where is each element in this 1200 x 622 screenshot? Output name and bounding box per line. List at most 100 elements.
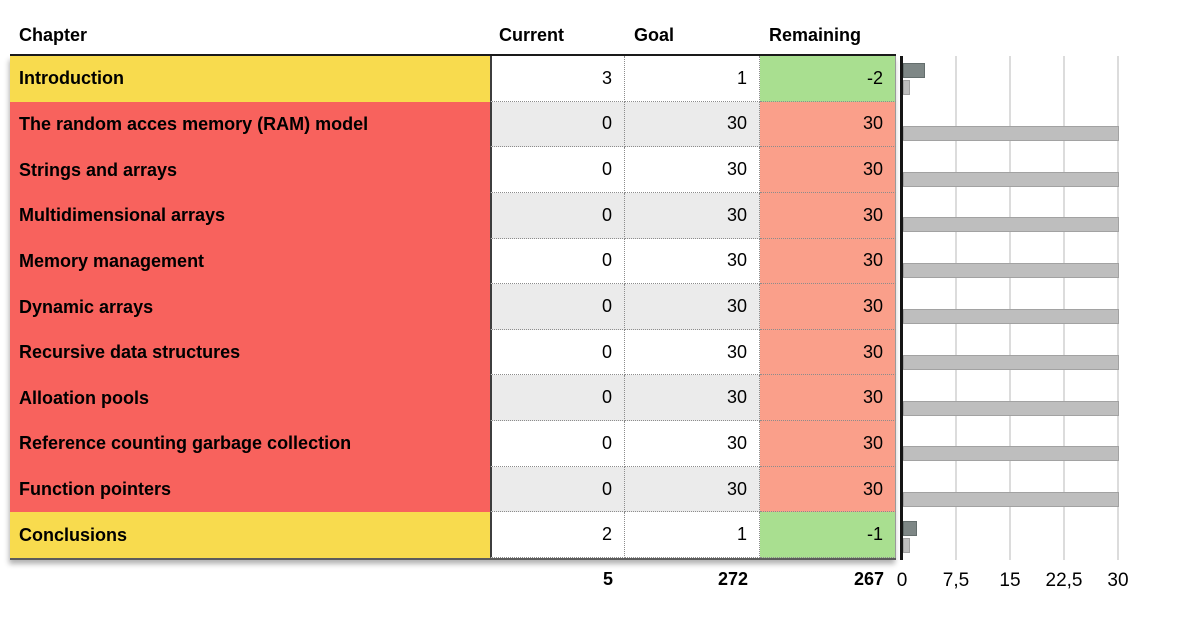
header-current[interactable]: Current bbox=[499, 25, 565, 45]
goal-cell[interactable]: 30 bbox=[625, 375, 760, 422]
remaining-cell[interactable]: 30 bbox=[760, 421, 896, 467]
table-row: Multidimensional arrays 0 30 30 bbox=[10, 192, 896, 239]
current-cell[interactable]: 0 bbox=[490, 284, 625, 330]
current-cell[interactable]: 0 bbox=[490, 375, 625, 422]
goal-cell[interactable]: 30 bbox=[625, 329, 760, 376]
remaining-cell[interactable]: 30 bbox=[760, 101, 896, 148]
chart-row-5 bbox=[903, 285, 1133, 331]
goal-bar bbox=[903, 492, 1119, 508]
current-bar bbox=[903, 521, 918, 537]
remaining-cell[interactable]: 30 bbox=[760, 284, 896, 330]
remaining-cell[interactable]: 30 bbox=[760, 192, 896, 239]
goal-cell[interactable]: 1 bbox=[625, 512, 760, 559]
chapter-cell[interactable]: The random acces memory (RAM) model bbox=[10, 101, 490, 148]
chart-x-axis-labels: 0 7,5 15 22,5 30 bbox=[897, 568, 1142, 594]
chart-row-6 bbox=[903, 331, 1133, 377]
x-tick-label: 22,5 bbox=[1045, 570, 1083, 591]
chapter-table: Chapter Current Goal Remaining Introduct… bbox=[10, 0, 896, 560]
chapter-cell[interactable]: Alloation pools bbox=[10, 375, 490, 422]
remaining-cell[interactable]: 30 bbox=[760, 466, 896, 513]
remaining-cell[interactable]: 30 bbox=[760, 375, 896, 422]
current-cell[interactable]: 0 bbox=[490, 101, 625, 148]
goal-cell[interactable]: 30 bbox=[625, 192, 760, 239]
total-goal[interactable]: 272 bbox=[717, 569, 748, 589]
table-row: Introduction 3 1 -2 bbox=[10, 56, 896, 102]
header-chapter[interactable]: Chapter bbox=[19, 25, 88, 45]
table-row: Recursive data structures 0 30 30 bbox=[10, 329, 896, 376]
header-remaining[interactable]: Remaining bbox=[769, 25, 862, 45]
table-body: Introduction 3 1 -2 The random acces mem… bbox=[10, 56, 896, 560]
totals-row: 5 272 267 bbox=[10, 566, 896, 592]
chart-y-axis bbox=[900, 56, 903, 560]
chapter-cell[interactable]: Multidimensional arrays bbox=[10, 192, 490, 239]
table-row: The random acces memory (RAM) model 0 30… bbox=[10, 101, 896, 148]
goal-cell[interactable]: 30 bbox=[625, 466, 760, 513]
goal-cell[interactable]: 30 bbox=[625, 284, 760, 330]
goal-cell[interactable]: 30 bbox=[625, 101, 760, 148]
table-header-row: Chapter Current Goal Remaining bbox=[10, 0, 896, 56]
current-cell[interactable]: 2 bbox=[490, 512, 625, 559]
current-cell[interactable]: 0 bbox=[490, 329, 625, 376]
goal-cell[interactable]: 30 bbox=[625, 147, 760, 193]
table-row: Strings and arrays 0 30 30 bbox=[10, 147, 896, 193]
chart-row-9 bbox=[903, 468, 1133, 514]
goal-cell[interactable]: 30 bbox=[625, 238, 760, 285]
x-tick-label: 30 bbox=[1107, 570, 1129, 591]
goal-bar bbox=[903, 354, 1119, 370]
progress-bar-chart bbox=[900, 56, 1145, 560]
chapter-cell[interactable]: Dynamic arrays bbox=[10, 284, 490, 330]
chapter-cell[interactable]: Conclusions bbox=[10, 512, 490, 559]
chart-row-2 bbox=[903, 148, 1133, 194]
chapter-cell[interactable]: Reference counting garbage collection bbox=[10, 421, 490, 467]
remaining-cell[interactable]: 30 bbox=[760, 329, 896, 376]
goal-bar bbox=[903, 446, 1119, 462]
table-row: Alloation pools 0 30 30 bbox=[10, 375, 896, 422]
chart-row-7 bbox=[903, 377, 1133, 423]
current-cell[interactable]: 0 bbox=[490, 466, 625, 513]
current-cell[interactable]: 0 bbox=[490, 147, 625, 193]
chapter-cell[interactable]: Introduction bbox=[10, 56, 490, 102]
chart-row-1 bbox=[903, 102, 1133, 148]
chart-row-10 bbox=[903, 514, 1133, 560]
chart-row-0 bbox=[903, 56, 1133, 102]
goal-bar bbox=[903, 538, 911, 554]
remaining-cell[interactable]: 30 bbox=[760, 147, 896, 193]
chart-row-3 bbox=[903, 193, 1133, 239]
goal-bar bbox=[903, 217, 1119, 233]
goal-cell[interactable]: 1 bbox=[625, 56, 760, 102]
totals-spacer bbox=[10, 566, 490, 592]
current-cell[interactable]: 0 bbox=[490, 238, 625, 285]
goal-cell[interactable]: 30 bbox=[625, 421, 760, 467]
current-cell[interactable]: 0 bbox=[490, 421, 625, 467]
x-tick-label: 7,5 bbox=[942, 570, 970, 591]
remaining-cell[interactable]: 30 bbox=[760, 238, 896, 285]
goal-bar bbox=[903, 308, 1119, 324]
current-bar bbox=[903, 62, 925, 78]
remaining-cell[interactable]: -2 bbox=[760, 56, 896, 102]
x-tick-label: 0 bbox=[896, 570, 908, 591]
total-remaining[interactable]: 267 bbox=[853, 569, 884, 589]
chart-plot-area bbox=[903, 56, 1133, 560]
gridline bbox=[1009, 56, 1011, 560]
gridline bbox=[955, 56, 957, 560]
chapter-cell[interactable]: Memory management bbox=[10, 238, 490, 285]
header-goal[interactable]: Goal bbox=[634, 25, 675, 45]
current-cell[interactable]: 0 bbox=[490, 192, 625, 239]
chapter-cell[interactable]: Function pointers bbox=[10, 466, 490, 513]
current-cell[interactable]: 3 bbox=[490, 56, 625, 102]
table-row: Function pointers 0 30 30 bbox=[10, 466, 896, 513]
goal-bar bbox=[903, 171, 1119, 187]
goal-bar bbox=[903, 400, 1119, 416]
chart-row-4 bbox=[903, 239, 1133, 285]
chart-row-8 bbox=[903, 423, 1133, 469]
gridline bbox=[1117, 56, 1119, 560]
chapter-cell[interactable]: Strings and arrays bbox=[10, 147, 490, 193]
table-row: Reference counting garbage collection 0 … bbox=[10, 421, 896, 467]
chapter-cell[interactable]: Recursive data structures bbox=[10, 329, 490, 376]
remaining-cell[interactable]: -1 bbox=[760, 512, 896, 559]
x-tick-label: 15 bbox=[999, 570, 1021, 591]
gridline bbox=[1063, 56, 1065, 560]
total-current[interactable]: 5 bbox=[602, 569, 613, 589]
table-row: Dynamic arrays 0 30 30 bbox=[10, 284, 896, 330]
